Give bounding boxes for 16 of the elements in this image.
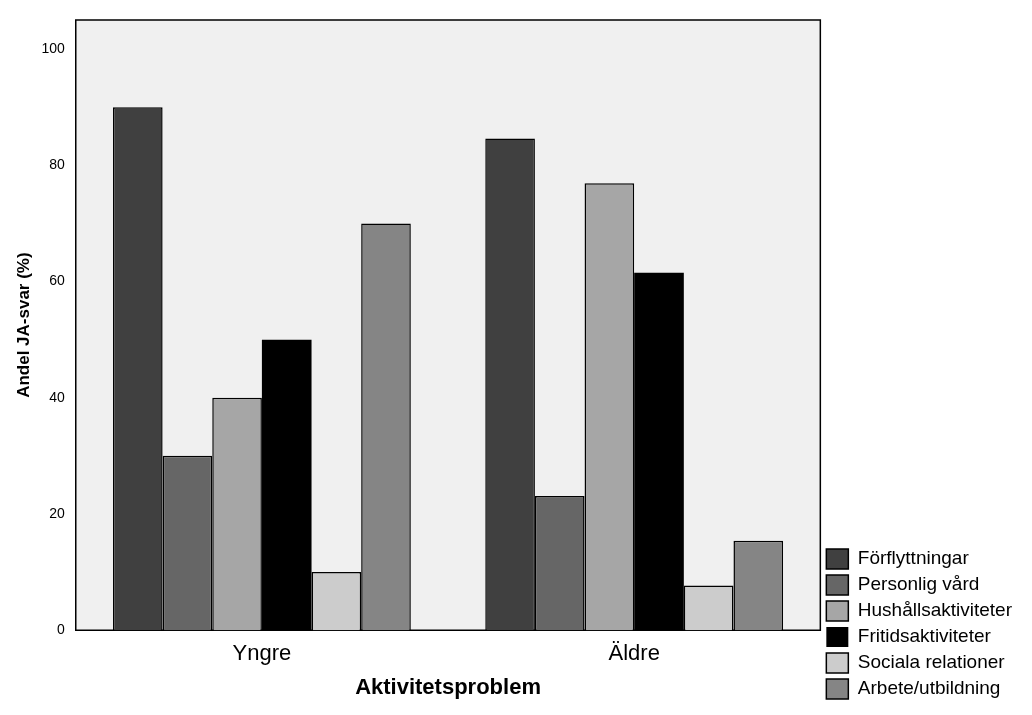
x-tick-label: Äldre: [608, 640, 660, 666]
legend-label: Sociala relationer: [857, 651, 1006, 673]
y-tick-label: 0: [56, 621, 65, 638]
y-tick-label: 100: [41, 39, 65, 56]
legend-label: Arbete/utbildning: [857, 677, 1001, 699]
legend-label: Fritidsaktiviteter: [857, 625, 992, 647]
y-tick-label: 40: [49, 388, 65, 405]
x-axis-title: Aktivitetsproblem: [355, 673, 541, 699]
x-tick-label: Yngre: [232, 640, 292, 666]
legend-label: Förflyttningar: [857, 547, 970, 569]
y-axis-title: Andel JA-svar (%): [13, 252, 33, 398]
legend-label: Hushållsaktiviteter: [857, 599, 1013, 621]
y-tick-label: 80: [49, 156, 65, 173]
y-tick-label: 60: [49, 272, 65, 289]
y-tick-label: 20: [49, 504, 65, 521]
legend-label: Personlig vård: [857, 573, 980, 595]
